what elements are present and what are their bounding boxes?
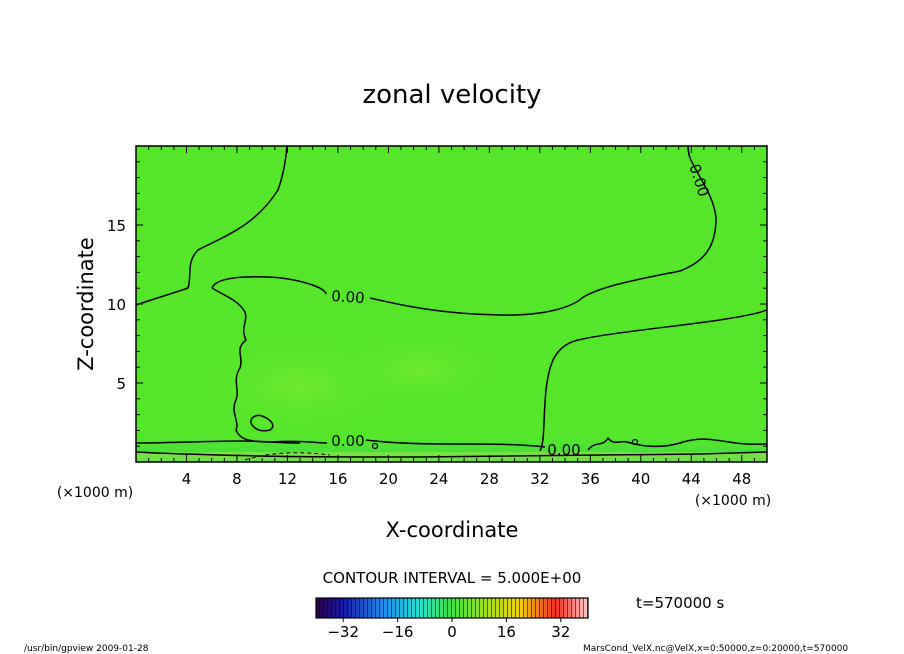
field-high-region bbox=[330, 330, 510, 410]
y-tick-label: 15 bbox=[107, 217, 126, 235]
contour-line bbox=[136, 440, 301, 444]
contour-line-dashed bbox=[244, 452, 331, 461]
x-tick-label: 48 bbox=[732, 470, 751, 488]
x-axis-label: X-coordinate bbox=[386, 518, 519, 542]
contour-line bbox=[631, 438, 639, 446]
chart-title: zonal velocity bbox=[362, 80, 541, 110]
x-tick-label: 20 bbox=[379, 470, 398, 488]
y-tick-label: 5 bbox=[116, 375, 126, 393]
x-unit-label-left: (×1000 m) bbox=[57, 485, 133, 501]
plot-area bbox=[136, 146, 767, 462]
contour-label: 0.00 bbox=[331, 287, 366, 307]
x-tick-label: 24 bbox=[429, 470, 448, 488]
x-tick-label: 36 bbox=[581, 470, 600, 488]
contour-line bbox=[539, 309, 767, 452]
x-tick-label: 44 bbox=[682, 470, 701, 488]
x-tick-label: 32 bbox=[530, 470, 549, 488]
x-tick-label: 40 bbox=[631, 470, 650, 488]
colorbar bbox=[315, 597, 589, 619]
footer-left: /usr/bin/gpview 2009-01-28 bbox=[24, 644, 149, 654]
footer-right: MarsCond_VelX.nc@VelX,x=0:50000,z=0:2000… bbox=[583, 644, 848, 654]
y-tick-label: 10 bbox=[107, 296, 126, 314]
x-unit-label-right: (×1000 m) bbox=[695, 493, 771, 509]
contour-label: 0.00 bbox=[547, 441, 580, 459]
colorbar-tick-label: −16 bbox=[382, 623, 414, 641]
x-tick-label: 28 bbox=[480, 470, 499, 488]
contour-line bbox=[250, 414, 274, 432]
time-label: t=570000 s bbox=[636, 594, 724, 612]
y-axis-ticks: 5 10 15 bbox=[107, 161, 767, 447]
contour-line bbox=[365, 436, 767, 451]
x-tick-label: 8 bbox=[232, 470, 242, 488]
x-tick-label: 12 bbox=[278, 470, 297, 488]
colorbar-tick-label: 32 bbox=[551, 623, 570, 641]
colorbar-cells bbox=[316, 598, 588, 618]
x-tick-label: 4 bbox=[182, 470, 192, 488]
colorbar-tick-label: 16 bbox=[497, 623, 516, 641]
contour-label: 0.00 bbox=[331, 432, 364, 450]
contour-interval-label: CONTOUR INTERVAL = 5.000E+00 bbox=[323, 569, 582, 587]
field-low-band bbox=[136, 435, 767, 462]
colorbar-tick-label: 0 bbox=[447, 623, 457, 641]
colorbar-ticks: −32 −16 0 16 32 bbox=[327, 618, 570, 641]
x-tick-label: 16 bbox=[328, 470, 347, 488]
colorbar-tick-label: −32 bbox=[327, 623, 359, 641]
contour-line bbox=[211, 146, 717, 316]
y-axis-label: Z-coordinate bbox=[74, 237, 98, 371]
x-axis-ticks: 4 8 12 16 20 24 28 32 36 40 44 48 bbox=[148, 146, 755, 488]
contour-line bbox=[136, 146, 288, 306]
contour-line bbox=[136, 451, 767, 458]
contour-line bbox=[371, 442, 379, 450]
